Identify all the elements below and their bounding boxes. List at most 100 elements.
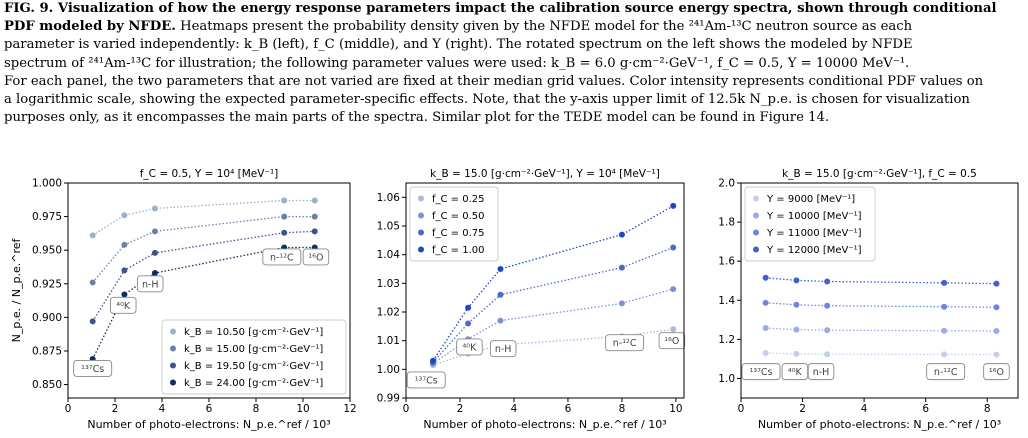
data-point: [618, 300, 625, 307]
data-point: [941, 279, 948, 286]
source-label: ¹⁶O: [664, 336, 679, 347]
data-point: [762, 350, 769, 357]
y-tick-label: 1.05: [377, 221, 400, 233]
figure-caption: FIG. 9. Visualization of how the energy …: [4, 0, 1024, 127]
y-tick-label: 1.2: [718, 334, 735, 346]
data-point: [618, 264, 625, 271]
legend-label: k_B = 10.50 [g·cm⁻²·GeV⁻¹]: [184, 327, 323, 338]
data-point: [121, 241, 128, 248]
x-axis-label: Number of photo-electrons: N_p.e.^ref / …: [423, 418, 666, 431]
y-tick-label: 2.0: [718, 178, 735, 190]
data-point: [762, 299, 769, 306]
legend: k_B = 10.50 [g·cm⁻²·GeV⁻¹] k_B = 15.00 [g…: [161, 319, 347, 395]
figure-svg: f_C = 0.5, Y = 10⁴ [MeV⁻¹] 0 2 4 6 8 10 12 0.850…: [10, 168, 1019, 431]
x-tick-label: 8: [253, 403, 260, 415]
source-label: n-¹²C: [613, 338, 637, 349]
x-tick-label: 4: [511, 403, 518, 415]
caption-title-end: PDF modeled by NFDE.: [4, 19, 176, 35]
caption-line: spectrum of ²⁴¹Am-¹³C for illustration; …: [4, 55, 910, 71]
x-tick-label: 8: [619, 403, 626, 415]
legend-marker: [418, 212, 424, 219]
data-point: [793, 301, 800, 308]
data-point: [941, 327, 948, 334]
data-point: [993, 280, 1000, 287]
data-point: [311, 197, 318, 204]
data-point: [121, 212, 128, 219]
legend-marker: [170, 328, 176, 335]
x-tick-label: 8: [984, 403, 991, 415]
legend-label: f_C = 0.50: [432, 211, 485, 222]
source-label: n-H: [813, 367, 830, 378]
source-label-box: [136, 275, 164, 293]
y-tick-label: 1.4: [718, 295, 735, 307]
data-point: [151, 205, 158, 212]
legend-marker: [170, 345, 176, 352]
chart-title: f_C = 0.5, Y = 10⁴ [MeV⁻¹]: [140, 168, 279, 180]
caption-line: purposes only, as it encompasses the mai…: [4, 110, 830, 126]
source-label-box: [489, 340, 517, 358]
source-label: n-H: [142, 279, 159, 290]
data-point: [793, 326, 800, 333]
source-label-box: [658, 332, 686, 350]
y-tick-label: 0.850: [32, 379, 62, 391]
legend-label: f_C = 0.75: [432, 228, 485, 239]
legend-marker: [753, 229, 759, 236]
legend-marker: [418, 229, 424, 236]
legend-marker: [418, 246, 424, 253]
x-axis-label: Number of photo-electrons: N_p.e.^ref / …: [87, 418, 330, 431]
source-label-box: [456, 338, 483, 356]
series-line: [765, 277, 997, 285]
x-tick-label: 10: [296, 403, 309, 415]
series-line: [92, 199, 315, 236]
source-label: n-¹²C: [934, 367, 958, 378]
data-point: [89, 232, 96, 239]
data-point: [151, 270, 158, 277]
source-label: ⁴⁰K: [116, 301, 131, 312]
legend-label: Y = 9000 [MeV⁻¹]: [766, 194, 855, 205]
x-tick-label: 0: [738, 403, 745, 415]
y-tick-label: 1.6: [718, 256, 735, 268]
source-label: n-¹²C: [270, 252, 294, 263]
legend-label: Y = 10000 [MeV⁻¹]: [766, 211, 862, 222]
data-point: [793, 350, 800, 357]
legend: f_C = 0.25 f_C = 0.50 f_C = 0.75 f_C = 1.00: [409, 186, 499, 262]
source-label-box: [926, 363, 966, 381]
data-point: [824, 302, 831, 309]
y-tick-label: 1.03: [377, 278, 400, 290]
data-point: [941, 303, 948, 310]
plot-frame: [67, 182, 351, 399]
x-tick-label: 6: [922, 403, 929, 415]
chart-panel-1: f_C = 0.5, Y = 10⁴ [MeV⁻¹] 0 2 4 6 8 10 12 0.850…: [10, 168, 357, 431]
series-line: [765, 302, 997, 308]
data-point: [465, 304, 472, 311]
data-point: [824, 327, 831, 334]
plot-frame: [405, 182, 685, 399]
data-point: [762, 325, 769, 332]
y-tick-label: 1.04: [377, 249, 401, 261]
caption-line: For each panel, the two parameters that …: [4, 73, 984, 89]
data-point: [824, 278, 831, 285]
source-label-box: [741, 363, 781, 381]
data-point: [762, 274, 769, 281]
data-point: [793, 277, 800, 284]
data-point: [281, 213, 288, 220]
data-point: [497, 291, 504, 298]
data-point: [311, 213, 318, 220]
data-point: [497, 266, 504, 272]
y-tick-label: 1.8: [718, 217, 735, 229]
source-label: ¹³⁷Cs: [749, 367, 772, 378]
data-point: [121, 267, 128, 274]
legend-box: [161, 319, 347, 395]
legend-label: Y = 11000 [MeV⁻¹]: [766, 228, 862, 239]
y-tick-label: 1.06: [377, 192, 401, 204]
y-tick-label: 0.925: [32, 278, 62, 290]
source-label-box: [406, 371, 446, 389]
caption-text: Heatmaps present the probability density…: [180, 19, 913, 35]
data-point: [281, 197, 288, 204]
legend-box: [744, 186, 876, 262]
x-tick-label: 2: [112, 403, 119, 415]
data-point: [151, 249, 158, 256]
y-tick-label: 1.00: [377, 364, 400, 376]
x-tick-label: 0: [65, 403, 72, 415]
y-tick-label: 1.01: [377, 335, 400, 347]
